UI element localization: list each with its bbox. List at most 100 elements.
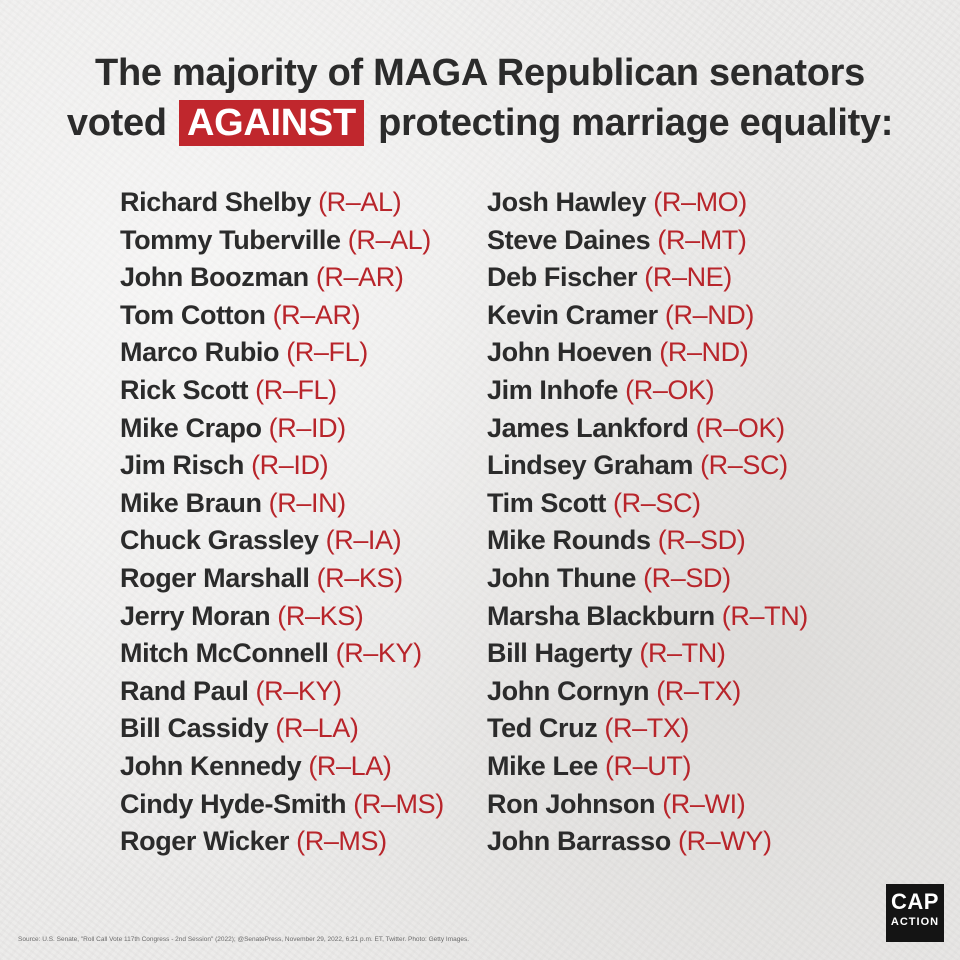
senator-party-state: (R–KY) xyxy=(335,638,423,669)
senator-list-item: Roger Marshall (R–KS) xyxy=(120,560,444,598)
senator-name: Mitch McConnell xyxy=(120,638,329,669)
senator-name: John Thune xyxy=(487,562,636,593)
senator-party-state: (R–SD) xyxy=(657,525,746,556)
senator-name: Richard Shelby xyxy=(120,187,311,217)
cap-action-logo: CAP ACTION xyxy=(886,884,944,942)
senator-party-state: (R–KS) xyxy=(316,562,404,593)
senator-list-item: Roger Wicker (R–MS) xyxy=(120,823,444,861)
senator-list-right: Josh Hawley (R–MO) Steve Daines (R–MT) Deb… xyxy=(487,184,808,861)
senator-name: Kevin Cramer xyxy=(487,299,658,330)
senator-name: Cindy Hyde-Smith xyxy=(120,788,347,819)
senator-name: John Barrasso xyxy=(487,826,671,857)
senator-list-item: Richard Shelby (R–AL) xyxy=(120,184,444,222)
senator-name: Ted Cruz xyxy=(487,713,598,744)
senator-name: James Lankford xyxy=(487,412,689,443)
senator-list-item: Jim Inhofe (R–OK) xyxy=(487,372,808,410)
senator-party-state: (R–IN) xyxy=(268,487,347,518)
senator-list-item: John Cornyn (R–TX) xyxy=(487,673,808,711)
senator-name: Bill Hagerty xyxy=(487,638,633,669)
senator-party-state: (R–MS) xyxy=(353,788,444,819)
senator-party-state: (R–AL) xyxy=(318,187,402,217)
senator-party-state: (R–MT) xyxy=(657,224,747,255)
senator-name: Jim Risch xyxy=(120,450,244,481)
senator-party-state: (R–FL) xyxy=(286,337,368,368)
senator-party-state: (R–TN) xyxy=(721,600,808,631)
senator-party-state: (R–LA) xyxy=(308,750,392,781)
senator-name: Jim Inhofe xyxy=(487,374,619,405)
source-note: Source: U.S. Senate, "Roll Call Vote 117… xyxy=(18,936,470,943)
headline-line-2: voted AGAINST protecting marriage equali… xyxy=(0,98,960,148)
senator-list-item: Mike Crapo (R–ID) xyxy=(120,410,444,448)
senator-party-state: (R–SD) xyxy=(643,562,731,593)
senator-list-item: Bill Hagerty (R–TN) xyxy=(487,635,808,673)
senator-party-state: (R–AR) xyxy=(272,299,361,330)
senator-party-state: (R–ND) xyxy=(659,337,749,368)
headline-line-1: The majority of MAGA Republican senators xyxy=(95,52,865,94)
senator-list-item: Marsha Blackburn (R–TN) xyxy=(487,598,808,636)
senator-name: Roger Marshall xyxy=(120,562,310,593)
senator-name: Bill Cassidy xyxy=(120,713,269,744)
senator-list-item: Mike Rounds (R–SD) xyxy=(487,522,808,560)
senator-name: Josh Hawley xyxy=(487,187,647,217)
senator-name: Tommy Tuberville xyxy=(120,224,341,255)
senator-name: Rand Paul xyxy=(120,675,249,706)
senator-list-item: Kevin Cramer (R–ND) xyxy=(487,297,808,335)
senator-list-item: John Barrasso (R–WY) xyxy=(487,823,808,861)
senator-list-item: Mitch McConnell (R–KY) xyxy=(120,635,444,673)
logo-top-text: CAP xyxy=(891,889,939,914)
senator-name: John Kennedy xyxy=(120,750,302,781)
headline-line-2-post: protecting marriage equality: xyxy=(378,102,894,144)
senator-list-item: Ted Cruz (R–TX) xyxy=(487,710,808,748)
senator-party-state: (R–MS) xyxy=(296,826,387,857)
senator-name: Deb Fischer xyxy=(487,262,638,293)
senator-party-state: (R–WI) xyxy=(662,788,746,819)
senator-list-item: John Hoeven (R–ND) xyxy=(487,334,808,372)
senator-name: Tom Cotton xyxy=(120,299,266,330)
senator-party-state: (R–TN) xyxy=(639,638,726,669)
senator-party-state: (R–WY) xyxy=(677,826,772,857)
senator-party-state: (R–LA) xyxy=(275,713,359,744)
senator-party-state: (R–ID) xyxy=(251,450,329,481)
senator-list-item: Chuck Grassley (R–IA) xyxy=(120,522,444,560)
senator-list-item: Rick Scott (R–FL) xyxy=(120,372,444,410)
senator-list-item: Tom Cotton (R–AR) xyxy=(120,297,444,335)
senator-list-left: Richard Shelby (R–AL) Tommy Tuberville (R… xyxy=(120,184,444,861)
headline: The majority of MAGA Republican senators… xyxy=(0,48,960,148)
senator-name: John Cornyn xyxy=(487,675,650,706)
senator-list-item: Ron Johnson (R–WI) xyxy=(487,786,808,824)
senator-name: John Boozman xyxy=(120,262,309,293)
senator-party-state: (R–ND) xyxy=(664,299,755,330)
senator-party-state: (R–KS) xyxy=(277,600,364,631)
senator-name: Mike Braun xyxy=(120,487,262,518)
senator-name: Mike Lee xyxy=(487,750,598,781)
senator-list-item: Jim Risch (R–ID) xyxy=(120,447,444,485)
senator-list-item: Deb Fischer (R–NE) xyxy=(487,259,808,297)
senator-list-item: Jerry Moran (R–KS) xyxy=(120,598,444,636)
senator-party-state: (R–MO) xyxy=(653,187,747,217)
senator-name: Ron Johnson xyxy=(487,788,656,819)
senator-party-state: (R–FL) xyxy=(255,374,337,405)
logo-bottom-text: ACTION xyxy=(890,916,940,928)
senator-list-item: Rand Paul (R–KY) xyxy=(120,673,444,711)
senator-list-item: Lindsey Graham (R–SC) xyxy=(487,447,808,485)
senator-list-item: Tommy Tuberville (R–AL) xyxy=(120,222,444,260)
senator-name: Steve Daines xyxy=(487,224,651,255)
senator-party-state: (R–TX) xyxy=(656,675,741,706)
senator-party-state: (R–NE) xyxy=(644,262,732,293)
senator-name: Jerry Moran xyxy=(120,600,271,631)
senator-list-item: Tim Scott (R–SC) xyxy=(487,485,808,523)
senator-party-state: (R–OK) xyxy=(625,374,715,405)
senator-list-item: Mike Braun (R–IN) xyxy=(120,485,444,523)
senator-name: Mike Rounds xyxy=(487,525,651,556)
senator-list-item: John Thune (R–SD) xyxy=(487,560,808,598)
senator-list-item: Josh Hawley (R–MO) xyxy=(487,184,808,222)
senator-list-item: Marco Rubio (R–FL) xyxy=(120,334,444,372)
senator-name: Mike Crapo xyxy=(120,412,262,443)
senator-party-state: (R–AR) xyxy=(315,262,404,293)
senator-list-item: Bill Cassidy (R–LA) xyxy=(120,710,444,748)
senator-name: Chuck Grassley xyxy=(120,525,319,556)
headline-line-2-pre: voted xyxy=(66,102,167,144)
senator-name: Lindsey Graham xyxy=(487,450,693,481)
senator-list-item: Mike Lee (R–UT) xyxy=(487,748,808,786)
senator-list-item: Cindy Hyde-Smith (R–MS) xyxy=(120,786,444,824)
